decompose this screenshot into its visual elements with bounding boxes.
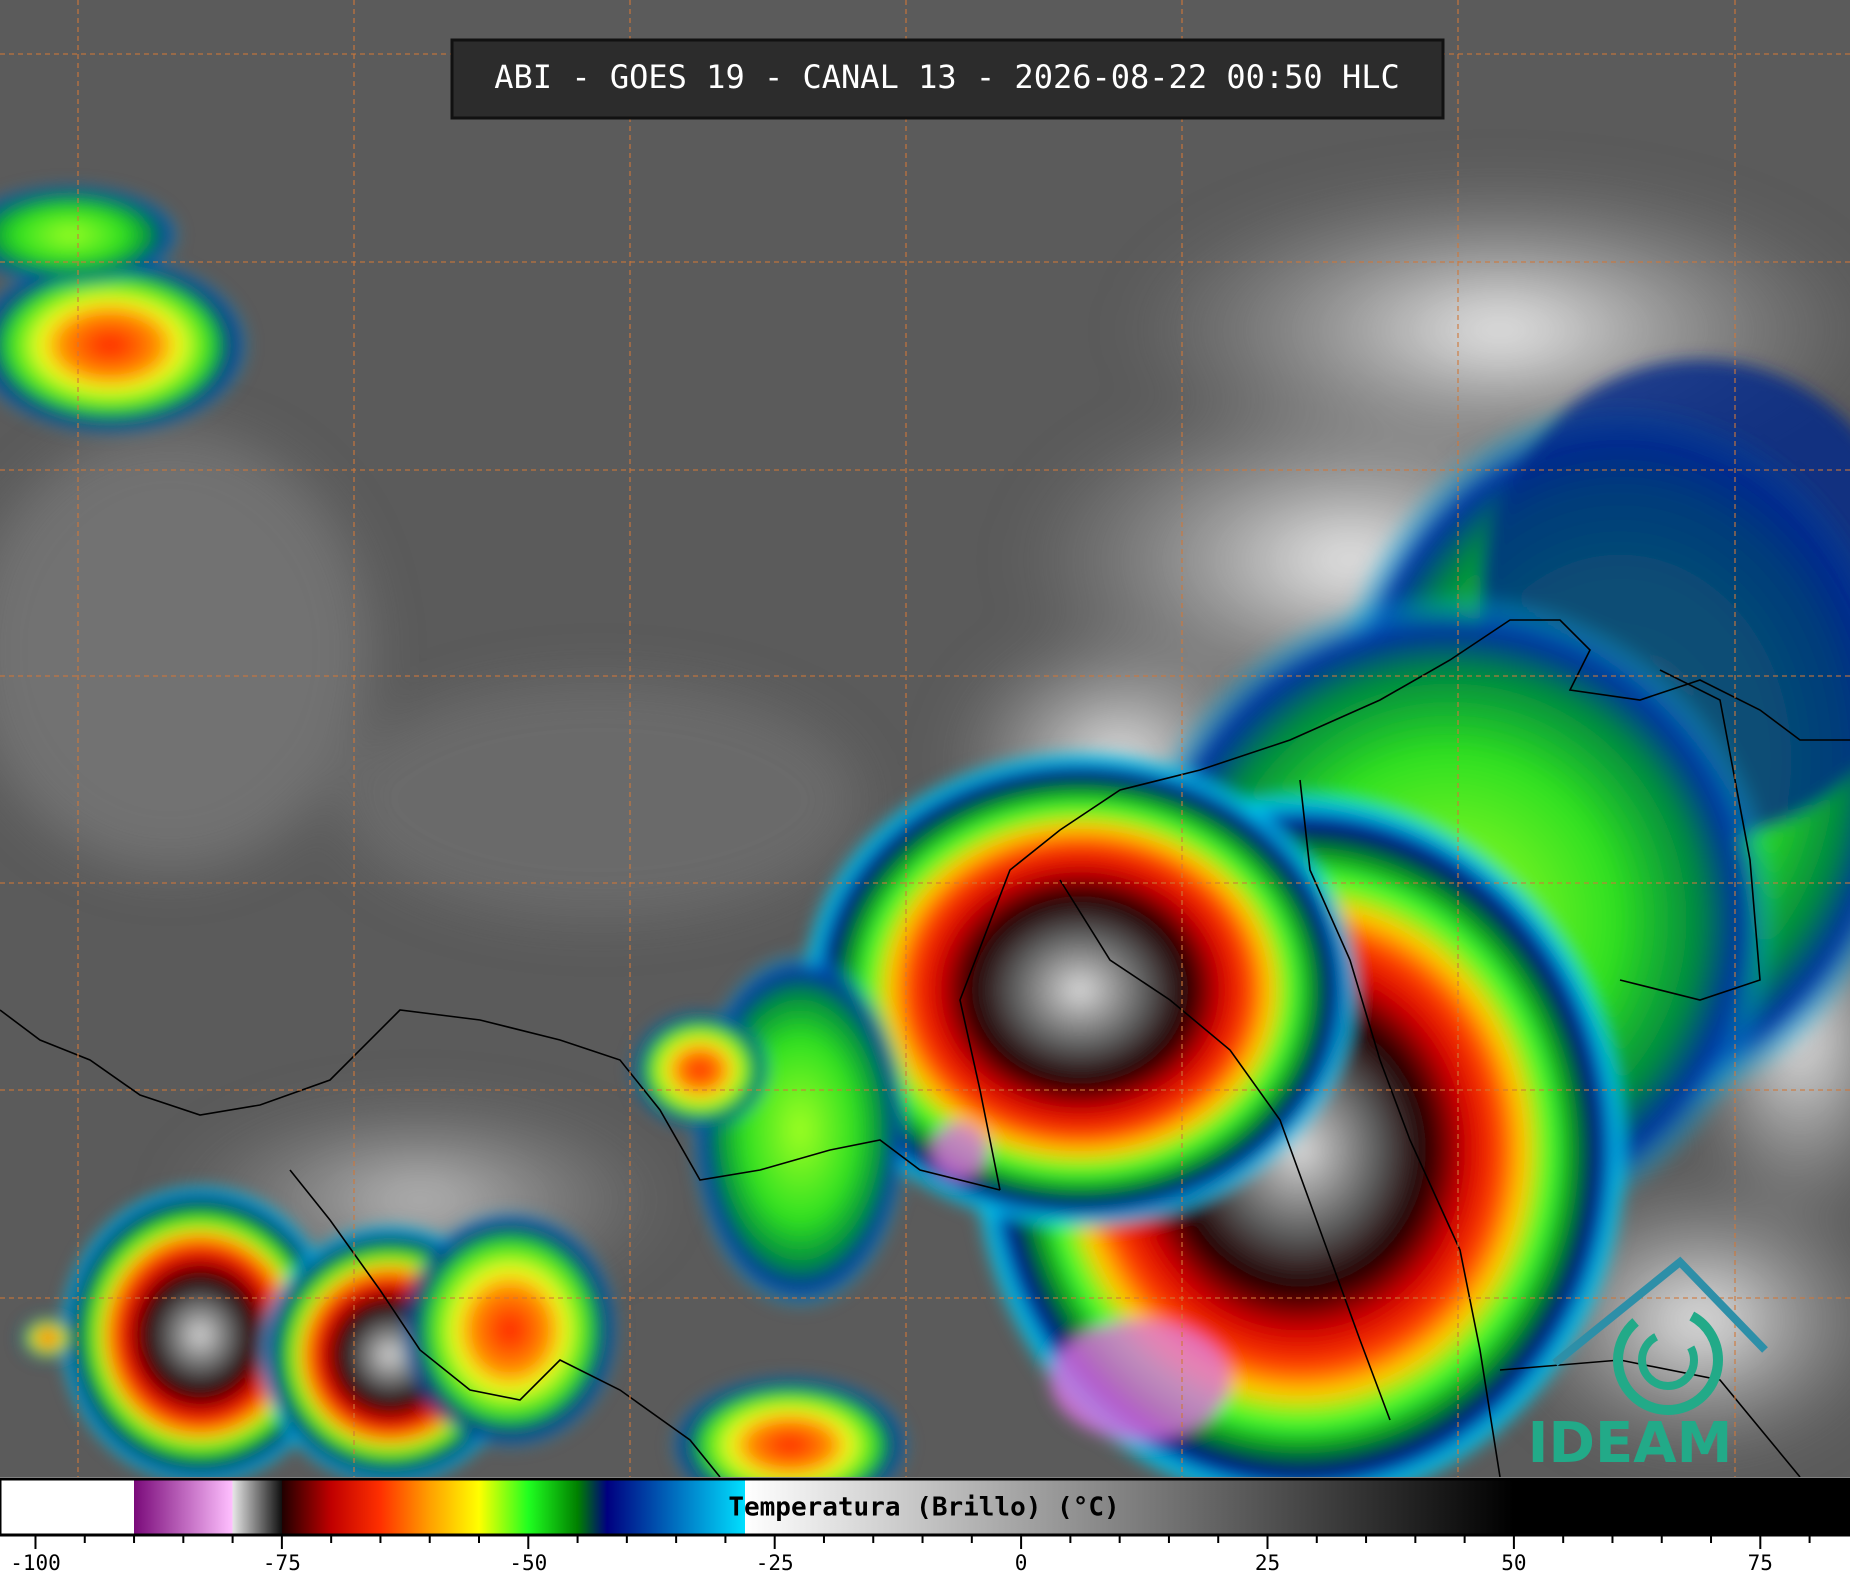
graticule: [0, 0, 1850, 1477]
logo-roof: [1552, 1256, 1768, 1367]
colorbar: [0, 1477, 1850, 1537]
tick-label: -25: [756, 1551, 794, 1575]
tick-label: 0: [1015, 1551, 1028, 1575]
colorbar-label: Temperatura (Brillo) (°C): [728, 1493, 1119, 1523]
tick-label: 75: [1748, 1551, 1773, 1575]
tick-label: -50: [509, 1551, 547, 1575]
colorbar-ticks: -100 -75 -50 -25 0 25 50 75: [10, 1536, 1811, 1575]
convection: [0, 185, 1850, 1515]
logo-text: IDEAM: [1528, 1411, 1733, 1476]
tick-label: -100: [10, 1551, 61, 1575]
title: ABI - GOES 19 - CANAL 13 - 2026-08-22 00…: [494, 58, 1399, 96]
tick-label: -75: [263, 1551, 301, 1575]
title-background: [450, 38, 1445, 120]
logo-swirl-inner: [1638, 1330, 1698, 1390]
tick-label: 25: [1255, 1551, 1280, 1575]
tick-label: 50: [1501, 1551, 1526, 1575]
logo: IDEAM: [1528, 1256, 1768, 1476]
coastlines: [0, 619, 1850, 1478]
logo-swirl: [1613, 1305, 1723, 1415]
title-box: ABI - GOES 19 - CANAL 13 - 2026-08-22 00…: [450, 38, 1445, 120]
